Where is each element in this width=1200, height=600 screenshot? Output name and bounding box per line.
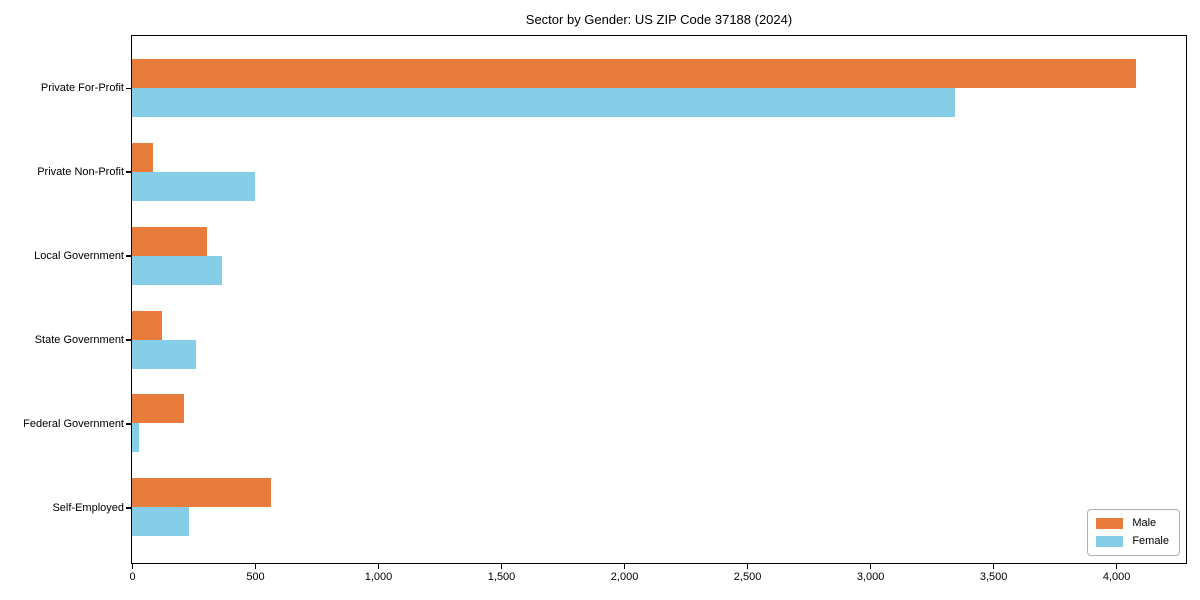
ytick-mark [126,87,131,90]
male-series-swatch [1096,518,1124,529]
xtick-mark [131,564,134,569]
ytick-mark [126,339,131,341]
chart-title: Sector by Gender: US ZIP Code 37188 (202… [525,12,793,27]
ytick-mark [126,255,131,257]
female-bar-private-non-profit [132,171,256,201]
xtick-mark [746,564,749,569]
ytick-label-self-employed: Self-Employed [52,501,124,514]
female-bar-self-employed [132,507,189,537]
female-series-swatch [1096,536,1124,547]
xtick-label-500: 500 [246,571,265,583]
xtick-mark [500,564,503,569]
ytick-label-private-non-profit: Private Non-Profit [37,166,124,179]
female-bar-local-government [132,255,222,285]
plot-area: Male Female [131,35,1187,564]
male-bar-private-non-profit [132,142,153,172]
xtick-mark [1115,564,1118,569]
legend-item-female: Female [1096,535,1169,548]
male-bar-private-for-profit [132,58,1136,88]
xtick-label-2000: 2,000 [610,571,639,583]
ytick-mark [126,423,131,425]
legend: Male Female [1087,509,1180,556]
xtick-label-4000: 4,000 [1102,571,1131,583]
legend-item-male: Male [1096,517,1169,530]
ytick-label-local-government: Local Government [34,250,124,263]
xtick-mark [623,564,626,569]
female-bar-private-for-profit [132,87,955,117]
xtick-label-1000: 1,000 [364,571,393,583]
ytick-mark [126,507,131,509]
ytick-label-private-for-profit: Private For-Profit [40,82,124,95]
xtick-mark [254,564,257,569]
xtick-mark [992,564,995,569]
male-bar-local-government [132,226,208,256]
xtick-label-1500: 1,500 [487,571,516,583]
ytick-label-federal-government: Federal Government [23,417,124,430]
male-bar-federal-government [132,394,184,424]
female-bar-state-government [132,339,197,369]
male-bar-state-government [132,310,162,340]
legend-label-male: Male [1132,517,1157,529]
ytick-mark [126,171,131,173]
xtick-label-2500: 2,500 [733,571,762,583]
xtick-label-0: 0 [129,571,136,583]
female-bar-federal-government [132,423,140,453]
xtick-label-3000: 3,000 [856,571,885,583]
legend-label-female: Female [1132,535,1169,547]
xtick-label-3500: 3,500 [979,571,1008,583]
xtick-mark [377,564,380,569]
ytick-label-state-government: State Government [34,334,124,346]
xtick-mark [869,564,872,569]
male-bar-self-employed [132,478,272,508]
